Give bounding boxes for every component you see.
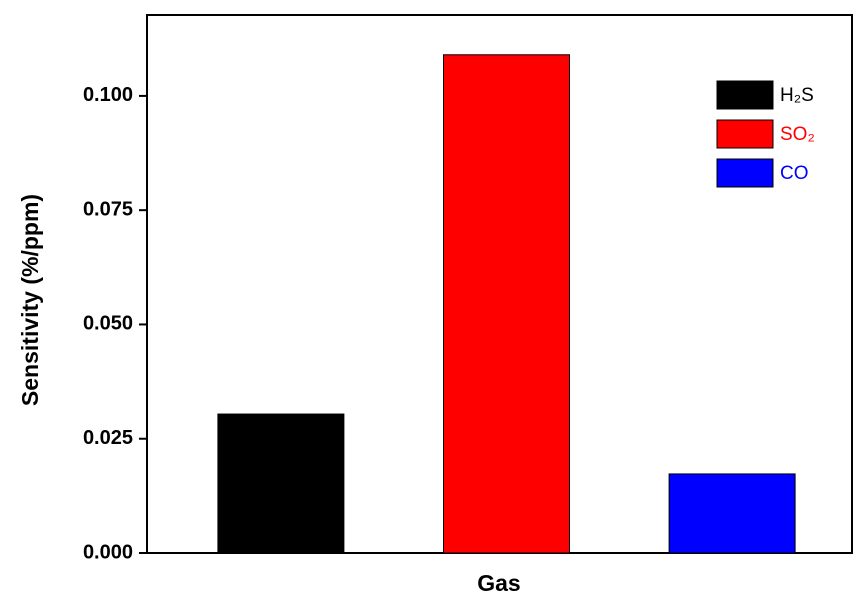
- x-axis-label: Gas: [477, 570, 520, 596]
- legend-label: CO: [780, 163, 809, 184]
- y-tick-label: 0.000: [83, 541, 133, 563]
- y-tick-label: 0.075: [83, 198, 133, 220]
- y-tick-label: 0.050: [83, 313, 133, 335]
- legend-swatch: [716, 158, 774, 188]
- legend-label: SO₂: [780, 124, 815, 145]
- legend-label: H₂S: [780, 85, 814, 106]
- legend-swatch: [716, 80, 774, 110]
- legend-swatch: [716, 119, 774, 149]
- bar: [217, 413, 345, 554]
- y-tick-label: 0.100: [83, 84, 133, 106]
- bar: [443, 54, 570, 554]
- bar: [668, 473, 796, 554]
- y-axis-label: Sensitivity (%/ppm): [17, 194, 43, 406]
- y-tick-label: 0.025: [83, 427, 133, 449]
